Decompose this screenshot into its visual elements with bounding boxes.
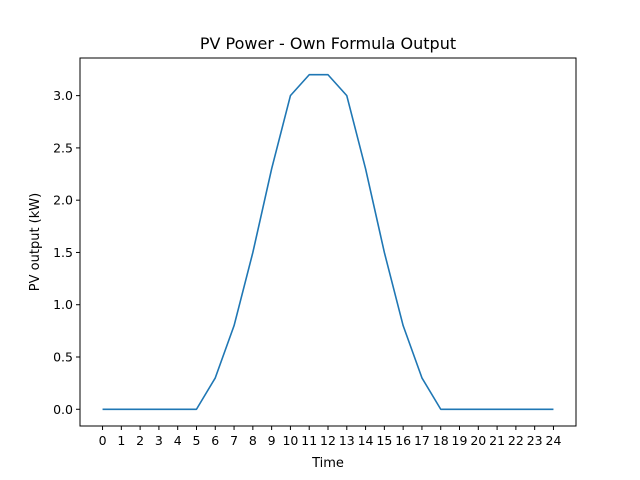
x-tick-label: 20 bbox=[470, 433, 486, 448]
x-tick-label: 21 bbox=[489, 433, 505, 448]
chart-title: PV Power - Own Formula Output bbox=[200, 34, 456, 53]
y-tick-label: 1.0 bbox=[53, 297, 73, 312]
x-tick-label: 12 bbox=[320, 433, 336, 448]
x-tick-label: 14 bbox=[358, 433, 374, 448]
x-tick-label: 10 bbox=[282, 433, 298, 448]
y-tick-label: 2.5 bbox=[53, 140, 73, 155]
x-tick-label: 2 bbox=[136, 433, 144, 448]
x-tick-label: 23 bbox=[527, 433, 543, 448]
x-tick-label: 8 bbox=[249, 433, 257, 448]
x-tick-label: 5 bbox=[193, 433, 201, 448]
y-tick-label: 2.0 bbox=[53, 193, 73, 208]
x-tick-label: 1 bbox=[117, 433, 125, 448]
x-tick-label: 3 bbox=[155, 433, 163, 448]
series-line bbox=[102, 73, 554, 411]
x-tick-label: 13 bbox=[339, 433, 355, 448]
x-tick-label: 22 bbox=[508, 433, 524, 448]
y-tick-label: 0.5 bbox=[53, 350, 73, 365]
x-tick-label: 7 bbox=[230, 433, 238, 448]
y-tick-label: 0.0 bbox=[53, 402, 73, 417]
x-tick-label: 17 bbox=[414, 433, 430, 448]
x-tick-label: 16 bbox=[395, 433, 411, 448]
y-tick-label: 1.5 bbox=[53, 245, 73, 260]
plot-frame bbox=[79, 57, 577, 427]
x-tick-label: 9 bbox=[268, 433, 276, 448]
x-tick-label: 19 bbox=[452, 433, 468, 448]
x-tick-label: 6 bbox=[211, 433, 219, 448]
x-axis-label: Time bbox=[311, 456, 344, 471]
x-tick-label: 0 bbox=[99, 433, 107, 448]
x-tick-label: 15 bbox=[376, 433, 392, 448]
x-tick-label: 18 bbox=[433, 433, 449, 448]
y-axis-label: PV output (kW) bbox=[28, 193, 43, 291]
x-tick-label: 4 bbox=[174, 433, 182, 448]
x-tick-label: 11 bbox=[301, 433, 317, 448]
y-tick-label: 3.0 bbox=[53, 88, 73, 103]
x-tick-label: 24 bbox=[546, 433, 562, 448]
